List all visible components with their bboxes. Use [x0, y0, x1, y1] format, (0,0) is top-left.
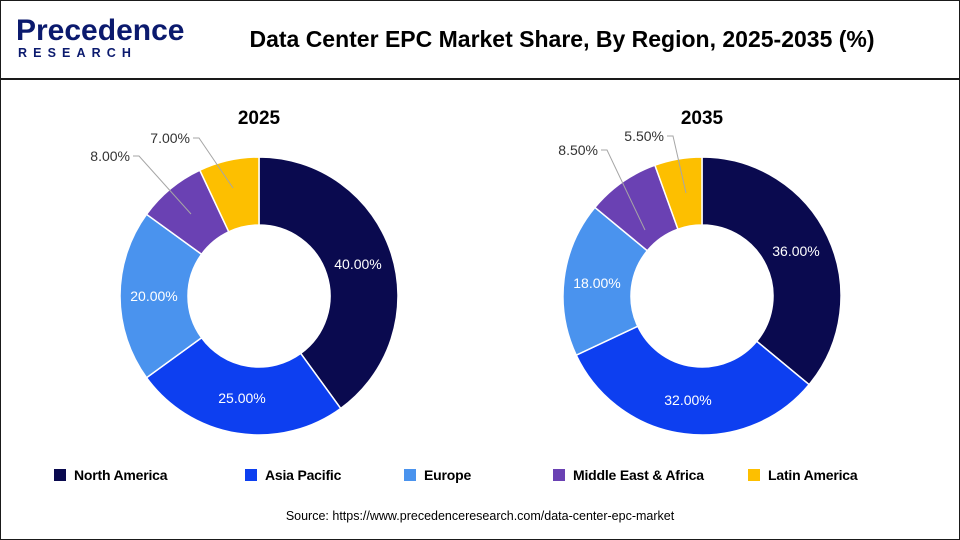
legend-swatch [748, 469, 760, 481]
leader-line [667, 135, 687, 194]
donut-slice-europe [562, 206, 649, 357]
donut-slice-latin-america [653, 156, 703, 231]
legend: North America Asia Pacific Europe Middle… [54, 465, 934, 485]
legend-swatch [54, 469, 66, 481]
data-label: 5.50% [624, 128, 664, 144]
leader-line [601, 149, 646, 231]
donut-slice-europe [119, 213, 203, 379]
donut-charts: 2025 40.00% 25.00% 20.00% 8.00% 7.00% 2035 36.0… [90, 108, 842, 436]
leader-line [133, 155, 192, 215]
legend-item-europe: Europe [404, 465, 471, 485]
data-label: 18.00% [573, 275, 620, 291]
data-label: 36.00% [772, 243, 819, 259]
legend-item-latin-america: Latin America [748, 465, 858, 485]
data-label: 40.00% [334, 256, 381, 272]
header: Precedence RESEARCH Data Center EPC Mark… [0, 0, 960, 80]
legend-item-north-america: North America [54, 465, 168, 485]
data-label: 32.00% [664, 392, 711, 408]
legend-swatch [553, 469, 565, 481]
donut-chart-2035: 2035 36.00% 32.00% 18.00% 8.50% 5.50% [558, 108, 842, 436]
legend-label: Latin America [768, 467, 858, 483]
data-label: 7.00% [150, 130, 190, 146]
legend-label: Asia Pacific [265, 467, 342, 483]
donut-title: 2035 [681, 108, 724, 129]
logo-main-text: Precedence [16, 14, 185, 47]
donut-slice-asia-pacific [145, 336, 342, 436]
donut-chart-2025: 2025 40.00% 25.00% 20.00% 8.00% 7.00% [90, 108, 399, 436]
data-label: 8.00% [90, 148, 130, 164]
leader-line [193, 137, 234, 189]
legend-item-asia-pacific: Asia Pacific [245, 465, 341, 485]
logo-sub-text: RESEARCH [18, 46, 137, 60]
data-label: 8.50% [558, 142, 598, 158]
data-label: 20.00% [130, 288, 177, 304]
precedence-logo: Precedence RESEARCH [16, 14, 184, 66]
legend-label: North America [74, 467, 168, 483]
donut-slice-asia-pacific [575, 325, 811, 436]
legend-label: Middle East & Africa [573, 467, 704, 483]
source-note: Source: https://www.precedenceresearch.c… [285, 509, 675, 523]
header-divider [0, 78, 960, 80]
donut-slice-north-america [701, 156, 842, 386]
data-label: 25.00% [218, 390, 265, 406]
donut-slice-north-america [258, 156, 399, 410]
legend-swatch [245, 469, 257, 481]
legend-swatch [404, 469, 416, 481]
legend-item-middle-east-africa: Middle East & Africa [553, 465, 704, 485]
donut-title: 2025 [238, 108, 281, 129]
chart-title: Data Center EPC Market Share, By Region,… [249, 26, 875, 52]
legend-label: Europe [424, 467, 472, 483]
